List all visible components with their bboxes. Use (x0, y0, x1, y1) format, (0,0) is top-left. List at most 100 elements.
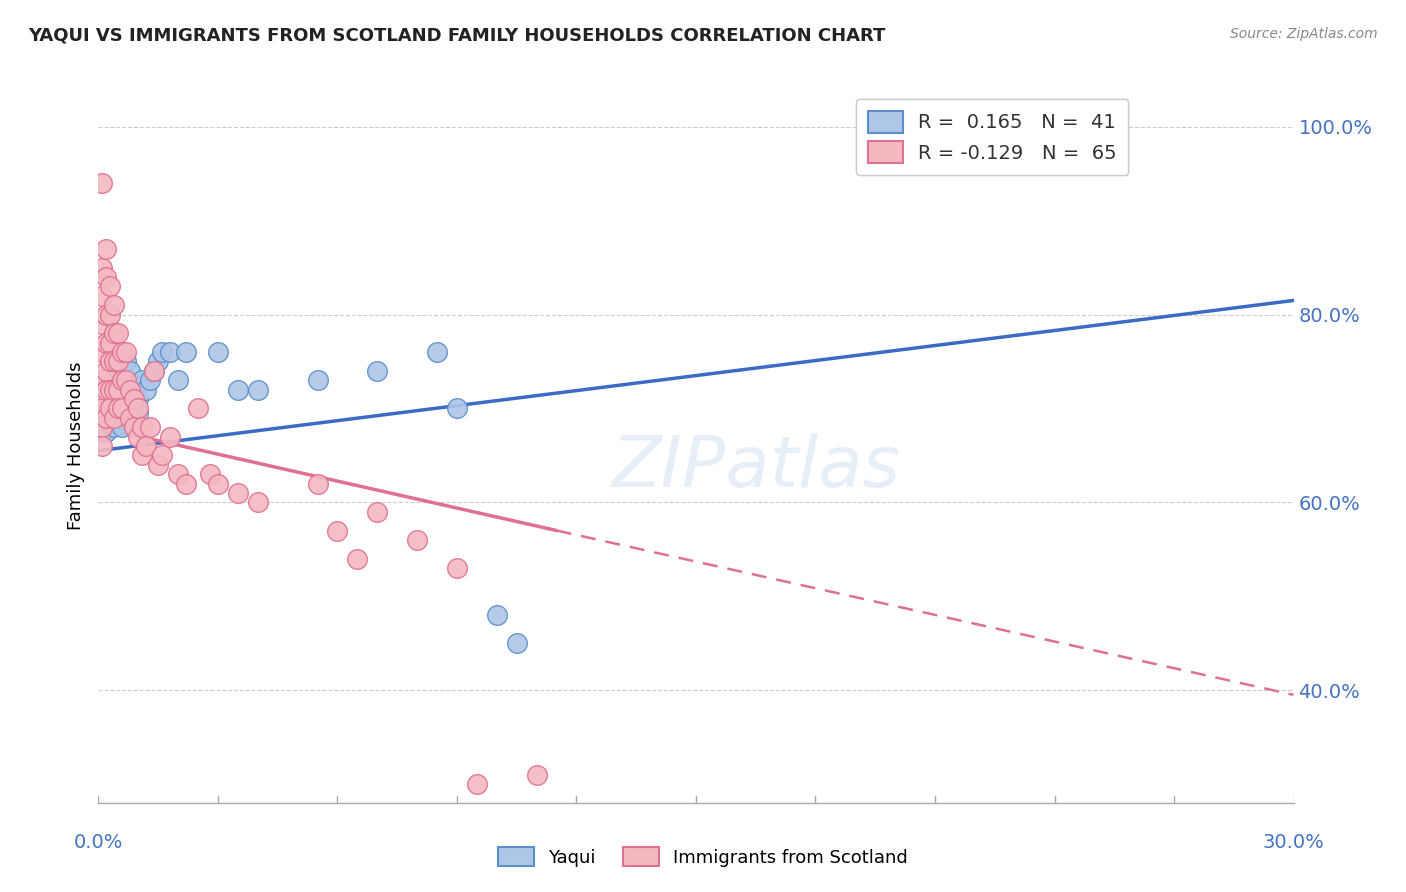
Point (98, 354, 122, 368)
Point (115, 373, 138, 387)
Point (426, 345, 449, 359)
Point (346, 551, 368, 566)
Point (98, 335, 122, 350)
Point (167, 373, 190, 387)
Point (139, 420, 162, 434)
Point (98, 279, 122, 293)
Point (115, 345, 138, 359)
Point (107, 354, 129, 368)
Point (143, 364, 166, 378)
Point (96, 383, 118, 397)
Point (326, 524, 349, 538)
Point (465, 777, 488, 791)
Point (107, 326, 129, 341)
Point (131, 420, 153, 434)
Point (96, 383, 118, 397)
Point (159, 345, 181, 359)
Point (107, 401, 129, 416)
Point (174, 476, 197, 491)
Point (143, 364, 166, 378)
Point (120, 364, 142, 378)
Point (107, 345, 129, 359)
Point (207, 476, 229, 491)
Point (226, 486, 249, 500)
Point (91, 425, 114, 439)
Text: 30.0%: 30.0% (1263, 833, 1324, 853)
Point (120, 401, 142, 416)
Point (187, 401, 209, 416)
Point (96, 335, 118, 350)
Point (135, 383, 157, 397)
Point (96, 401, 118, 416)
Point (103, 298, 125, 312)
Point (111, 406, 134, 420)
Point (446, 401, 468, 416)
Legend: R =  0.165   N =  41, R = -0.129   N =  65: R = 0.165 N = 41, R = -0.129 N = 65 (856, 99, 1129, 175)
Point (103, 420, 125, 434)
Point (198, 467, 221, 482)
Point (150, 449, 173, 463)
Point (111, 345, 134, 359)
Point (506, 636, 529, 650)
Text: Source: ZipAtlas.com: Source: ZipAtlas.com (1230, 27, 1378, 41)
Point (103, 326, 125, 341)
Point (124, 420, 146, 434)
Point (103, 354, 125, 368)
Point (107, 401, 129, 416)
Point (91, 420, 114, 434)
Point (107, 383, 129, 397)
Point (91, 345, 114, 359)
Point (207, 345, 229, 359)
Text: ZIPatlas: ZIPatlas (612, 433, 900, 502)
Point (91, 289, 114, 303)
Point (96, 270, 118, 285)
Point (120, 383, 142, 397)
Point (98, 383, 122, 397)
Point (135, 439, 157, 453)
Point (115, 354, 138, 368)
Point (103, 392, 125, 406)
Point (307, 373, 329, 387)
Point (98, 373, 122, 387)
Point (406, 533, 429, 547)
Point (111, 373, 134, 387)
Point (127, 401, 149, 416)
Point (98, 416, 122, 430)
Text: 0.0%: 0.0% (73, 833, 124, 853)
Point (96, 242, 118, 256)
Point (131, 449, 153, 463)
Point (107, 383, 129, 397)
Point (103, 383, 125, 397)
Point (96, 308, 118, 322)
Point (96, 425, 118, 439)
Point (246, 383, 269, 397)
Point (98, 308, 122, 322)
Point (91, 176, 114, 190)
Point (159, 429, 181, 443)
Point (150, 345, 173, 359)
Point (111, 401, 134, 416)
Point (526, 767, 548, 781)
Point (103, 410, 125, 425)
Point (127, 392, 149, 406)
Text: YAQUI VS IMMIGRANTS FROM SCOTLAND FAMILY HOUSEHOLDS CORRELATION CHART: YAQUI VS IMMIGRANTS FROM SCOTLAND FAMILY… (28, 27, 886, 45)
Point (124, 383, 146, 397)
Point (307, 476, 329, 491)
Point (148, 458, 170, 472)
Point (96, 410, 118, 425)
Point (139, 373, 162, 387)
Point (91, 373, 114, 387)
Point (366, 364, 388, 378)
Point (246, 495, 269, 509)
Point (111, 420, 134, 434)
Y-axis label: Family Households: Family Households (66, 362, 84, 530)
Point (167, 467, 190, 482)
Point (115, 383, 138, 397)
Point (446, 561, 468, 575)
Point (148, 354, 170, 368)
Point (485, 607, 508, 622)
Point (226, 383, 249, 397)
Point (131, 373, 153, 387)
Point (96, 364, 118, 378)
Point (127, 429, 149, 443)
